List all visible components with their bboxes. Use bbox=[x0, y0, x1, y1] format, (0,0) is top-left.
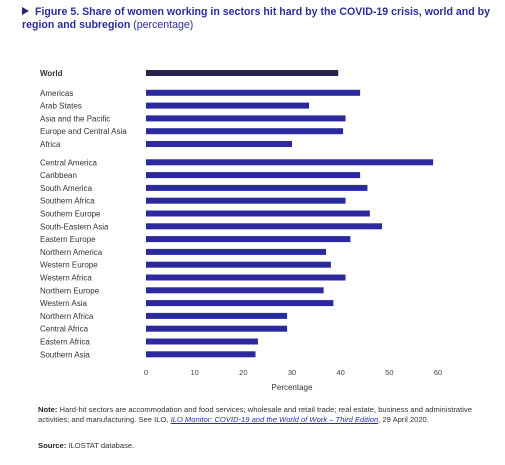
figure-title: Figure 5. Share of women working in sect… bbox=[22, 6, 492, 32]
x-tick-label: 50 bbox=[385, 368, 393, 377]
bar-eastern-europe bbox=[146, 236, 351, 243]
x-tick-label: 10 bbox=[190, 368, 198, 377]
bar-southern-asia bbox=[146, 351, 256, 358]
category-label: Americas bbox=[40, 89, 73, 98]
note-date: , 29 April 2020. bbox=[378, 415, 429, 425]
category-label: Europe and Central Asia bbox=[40, 127, 127, 136]
source-text: ILOSTAT database. bbox=[68, 441, 135, 450]
bar-western-africa bbox=[146, 274, 346, 281]
category-label: Western Europe bbox=[40, 261, 98, 270]
bar-southern-europe bbox=[146, 210, 370, 217]
x-axis-label: Percentage bbox=[272, 383, 313, 392]
bar-eastern-africa bbox=[146, 338, 258, 345]
note-label: Note: bbox=[38, 405, 58, 414]
category-label: Western Africa bbox=[40, 274, 92, 283]
bar-central-america bbox=[146, 159, 434, 166]
bar-south-eastern-asia bbox=[146, 223, 383, 230]
bar-central-africa bbox=[146, 325, 288, 332]
figure-source: Source: ILOSTAT database. bbox=[38, 441, 134, 450]
category-label: Caribbean bbox=[40, 171, 77, 180]
bar-arab-states bbox=[146, 102, 310, 109]
bar-northern-america bbox=[146, 248, 327, 255]
category-label: South-Eastern Asia bbox=[40, 222, 109, 231]
x-tick-label: 40 bbox=[336, 368, 344, 377]
bar-africa bbox=[146, 141, 292, 147]
x-tick-label: 20 bbox=[239, 368, 247, 377]
category-label: Northern Africa bbox=[40, 312, 94, 321]
x-tick-label: 60 bbox=[434, 368, 442, 377]
category-label: Africa bbox=[40, 140, 61, 149]
figure-title-main: Figure 5. Share of women working in sect… bbox=[22, 6, 491, 31]
category-label: Eastern Europe bbox=[40, 235, 96, 244]
figure-title-suffix: (percentage) bbox=[133, 19, 194, 31]
bar-americas bbox=[146, 89, 361, 96]
category-label: Northern Europe bbox=[40, 286, 100, 295]
triangle-marker-icon bbox=[22, 7, 29, 15]
x-tick-label: 30 bbox=[288, 368, 296, 377]
bar-northern-africa bbox=[146, 312, 288, 319]
category-label: Asia and the Pacific bbox=[40, 114, 110, 123]
bar-southern-africa bbox=[146, 197, 346, 204]
x-tick-label: 0 bbox=[144, 368, 148, 377]
figure-note: Note: Hard-hit sectors are accommodation… bbox=[38, 405, 488, 426]
source-label: Source: bbox=[38, 441, 67, 450]
category-label: Northern America bbox=[40, 248, 103, 257]
category-label: Arab States bbox=[40, 102, 82, 111]
category-label: Western Asia bbox=[40, 299, 88, 308]
bar-chart: World Americas Arab States Asia and the Pac… bbox=[40, 69, 442, 392]
bar-europe-and-central-asia bbox=[146, 128, 344, 135]
bar-western-europe bbox=[146, 261, 331, 268]
bar-world bbox=[146, 70, 339, 76]
category-label: World bbox=[40, 69, 63, 78]
note-link[interactable]: ILO Monitor: COVID-19 and the World of W… bbox=[170, 415, 379, 425]
category-label: Central Africa bbox=[40, 325, 89, 334]
category-label: Southern Africa bbox=[40, 197, 95, 206]
note-text: Hard-hit sectors are accommodation and f… bbox=[38, 405, 472, 425]
category-label: Southern Asia bbox=[40, 350, 90, 359]
bar-asia-and-the-pacific bbox=[146, 115, 346, 122]
category-label: South America bbox=[40, 184, 93, 193]
category-label: Southern Europe bbox=[40, 210, 101, 219]
category-label: Eastern Africa bbox=[40, 338, 90, 347]
category-label: Central America bbox=[40, 158, 97, 167]
bar-south-america bbox=[146, 184, 368, 191]
bar-western-asia bbox=[146, 300, 334, 307]
bar-caribbean bbox=[146, 172, 361, 179]
bar-northern-europe bbox=[146, 287, 324, 294]
